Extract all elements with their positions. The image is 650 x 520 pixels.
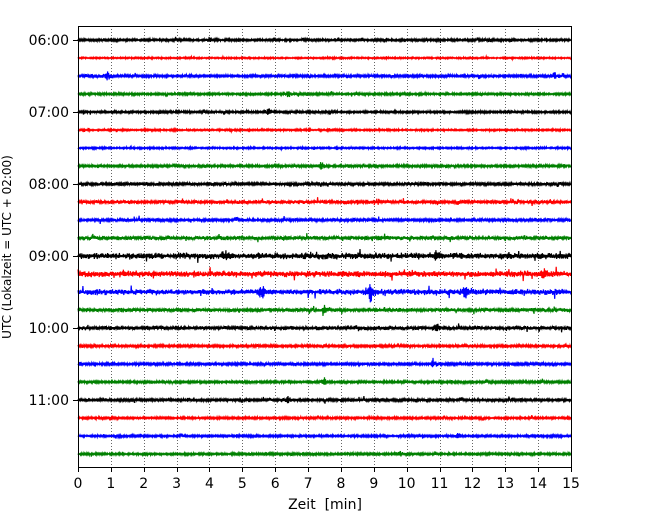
x-tick-label: 3 — [172, 476, 181, 492]
trace-line — [77, 108, 572, 116]
trace-line — [77, 450, 572, 458]
x-tick-label: 1 — [106, 476, 115, 492]
plot-frame — [78, 26, 572, 468]
x-tick-label: 5 — [238, 476, 247, 492]
x-tick-label: 9 — [369, 476, 378, 492]
y-tick-label: 10:00 — [29, 321, 69, 337]
trace-line — [77, 233, 572, 243]
x-tick-label: 2 — [139, 476, 148, 492]
x-tick-label: 13 — [496, 476, 514, 492]
trace-line — [77, 126, 572, 134]
x-tick-label: 14 — [529, 476, 547, 492]
x-tick-label: 11 — [431, 476, 449, 492]
x-tick-label: 15 — [562, 476, 580, 492]
x-tick-label: 6 — [271, 476, 280, 492]
trace-line — [77, 36, 572, 44]
trace-line — [77, 215, 572, 225]
trace-line — [77, 284, 572, 303]
trace-line — [77, 144, 572, 152]
trace-line — [77, 377, 572, 386]
trace-line — [77, 395, 572, 404]
x-tick-label: 12 — [463, 476, 481, 492]
x-tick-label: 0 — [74, 476, 83, 492]
y-tick-label: 06:00 — [29, 33, 69, 49]
trace-line — [77, 414, 572, 422]
x-tick-label: 10 — [398, 476, 416, 492]
trace-line — [77, 323, 572, 333]
x-tick-label: 8 — [336, 476, 345, 492]
trace-line — [77, 180, 572, 188]
trace-line — [77, 71, 572, 81]
x-axis-ticks: 0 1 2 3 4 5 6 7 8 9 10 11 12 13 14 15 — [74, 467, 580, 492]
y-tick-label: 08:00 — [29, 177, 69, 193]
trace-line — [77, 304, 572, 316]
y-axis-ticks: 06:00 07:00 08:00 09:00 10:00 11:00 — [29, 33, 78, 409]
x-axis-label: Zeit [min] — [288, 497, 362, 513]
x-tick-label: 4 — [205, 476, 214, 492]
trace-line — [77, 357, 572, 368]
trace-line — [77, 90, 572, 98]
trace-line — [77, 54, 572, 62]
y-tick-label: 09:00 — [29, 249, 69, 265]
y-tick-label: 07:00 — [29, 105, 69, 121]
x-tick-label: 7 — [304, 476, 313, 492]
seismogram-traces — [77, 36, 572, 458]
trace-line — [77, 342, 572, 350]
trace-line — [77, 432, 572, 440]
y-axis-label: UTC (Lokalzeit = UTC + 02:00) — [0, 155, 14, 339]
trace-line — [77, 197, 572, 206]
trace-line — [77, 266, 572, 282]
y-tick-label: 11:00 — [29, 393, 69, 409]
trace-line — [77, 162, 572, 170]
trace-line — [77, 248, 572, 263]
